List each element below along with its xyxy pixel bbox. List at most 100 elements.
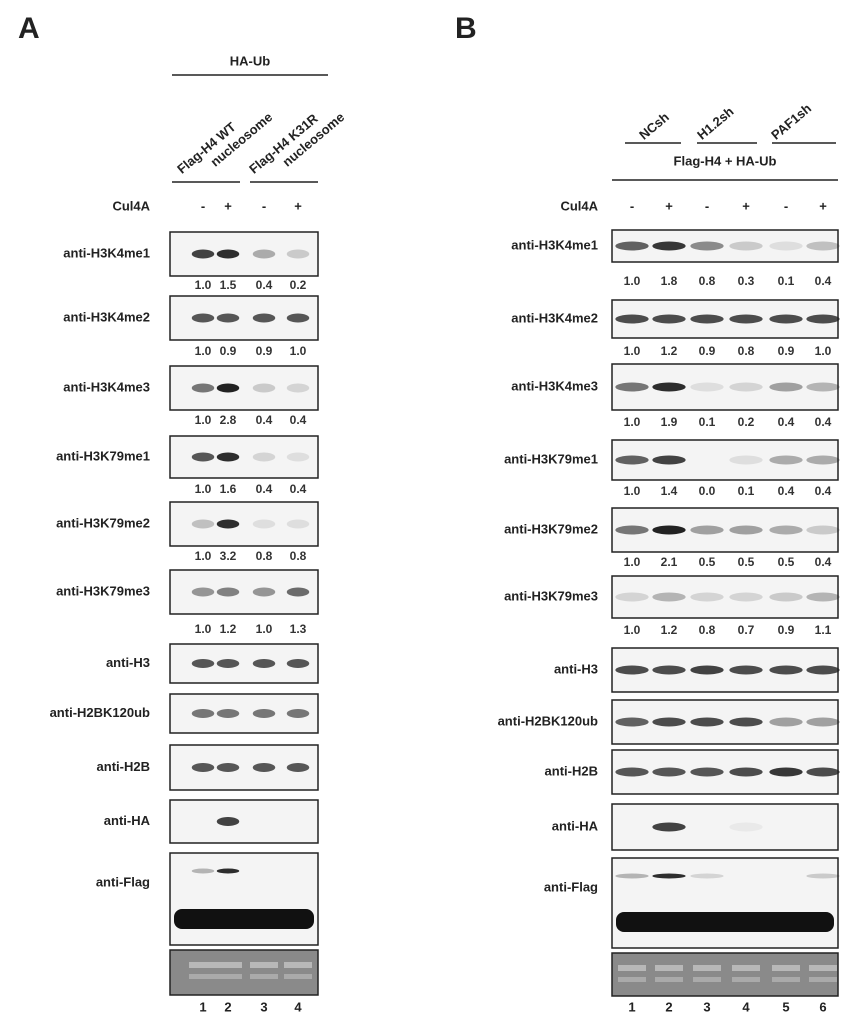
band <box>217 453 240 462</box>
quantification: 0.8 <box>699 274 716 288</box>
group-label-line: NCsh <box>636 110 672 143</box>
band <box>192 384 215 393</box>
antibody-label: anti-H2B <box>97 759 150 774</box>
band <box>192 314 215 323</box>
band <box>217 709 240 718</box>
band <box>652 526 685 535</box>
loading-band <box>809 977 837 982</box>
cul4a-sign: + <box>665 198 673 213</box>
band <box>690 718 723 727</box>
quantification: 0.2 <box>290 278 307 292</box>
band <box>690 526 723 535</box>
band <box>192 659 215 668</box>
quantification: 1.5 <box>220 278 237 292</box>
quantification: 0.4 <box>815 555 832 569</box>
band <box>690 593 723 602</box>
band <box>615 456 648 465</box>
band <box>253 763 276 772</box>
quantification: 1.4 <box>661 484 678 498</box>
group-label: Flag-H4 K31Rnucleosome <box>246 97 347 189</box>
antibody-label: anti-H3K4me2 <box>63 309 150 324</box>
panel-label: A <box>18 12 40 45</box>
band <box>217 659 240 668</box>
cul4a-sign: + <box>224 198 232 213</box>
band <box>253 314 276 323</box>
band <box>806 242 839 251</box>
quantification: 0.9 <box>699 344 716 358</box>
lane-number: 4 <box>294 999 302 1014</box>
band <box>615 593 648 602</box>
band <box>806 768 839 777</box>
band <box>652 666 685 675</box>
quantification: 1.2 <box>220 622 237 636</box>
lane-number: 3 <box>703 999 710 1014</box>
band <box>287 250 310 259</box>
quantification: 1.2 <box>661 344 678 358</box>
band <box>769 666 802 675</box>
band <box>769 456 802 465</box>
loading-band <box>618 977 646 982</box>
band <box>690 315 723 324</box>
band <box>217 869 240 874</box>
band <box>253 659 276 668</box>
band <box>217 817 240 826</box>
quantification: 0.9 <box>778 344 795 358</box>
band <box>253 250 276 259</box>
group-label-line: H1.2sh <box>694 104 736 143</box>
band <box>192 869 215 874</box>
lane-number: 3 <box>260 999 267 1014</box>
band <box>192 453 215 462</box>
lane-number: 5 <box>782 999 789 1014</box>
band <box>192 520 215 529</box>
quantification: 0.8 <box>738 344 755 358</box>
band <box>615 315 648 324</box>
band <box>652 718 685 727</box>
loading-band <box>693 965 721 971</box>
loading-band <box>732 977 760 982</box>
quantification: 1.9 <box>661 415 678 429</box>
quantification: 0.3 <box>738 274 755 288</box>
quantification: 0.5 <box>738 555 755 569</box>
lane-number: 6 <box>819 999 826 1014</box>
antibody-label: anti-H2B <box>545 763 598 778</box>
cul4a-sign: - <box>630 198 634 213</box>
quantification: 0.5 <box>699 555 716 569</box>
quantification: 0.8 <box>256 549 273 563</box>
header: Flag-H4 + HA-Ub <box>674 153 777 168</box>
loading-band <box>772 977 800 982</box>
band <box>806 526 839 535</box>
band <box>652 823 685 832</box>
band <box>615 526 648 535</box>
quantification: 1.0 <box>195 622 212 636</box>
quantification: 1.0 <box>624 344 641 358</box>
band <box>806 666 839 675</box>
quantification: 0.8 <box>290 549 307 563</box>
antibody-label: anti-H2BK120ub <box>50 705 150 720</box>
quantification: 1.0 <box>815 344 832 358</box>
group-label: Flag-H4 WTnucleosome <box>174 97 275 189</box>
antibody-label: anti-H3K79me3 <box>504 588 598 603</box>
cul4a-label: Cul4A <box>112 198 150 213</box>
quantification: 1.0 <box>195 278 212 292</box>
band <box>769 383 802 392</box>
loading-band <box>772 965 800 971</box>
band <box>253 384 276 393</box>
panel-label: B <box>455 12 477 45</box>
antibody-label: anti-H3 <box>106 655 150 670</box>
band <box>806 718 839 727</box>
band <box>217 384 240 393</box>
antibody-label: anti-H2BK120ub <box>498 713 598 728</box>
quantification: 0.4 <box>290 413 307 427</box>
band <box>217 763 240 772</box>
lane-number: 1 <box>199 999 206 1014</box>
blot-frame <box>170 853 318 945</box>
band <box>806 456 839 465</box>
band <box>615 666 648 675</box>
band <box>769 593 802 602</box>
antibody-label: anti-H3K4me3 <box>511 378 598 393</box>
antibody-label: anti-H3K4me1 <box>63 245 150 260</box>
band <box>729 456 762 465</box>
quantification: 0.1 <box>738 484 755 498</box>
band <box>690 242 723 251</box>
